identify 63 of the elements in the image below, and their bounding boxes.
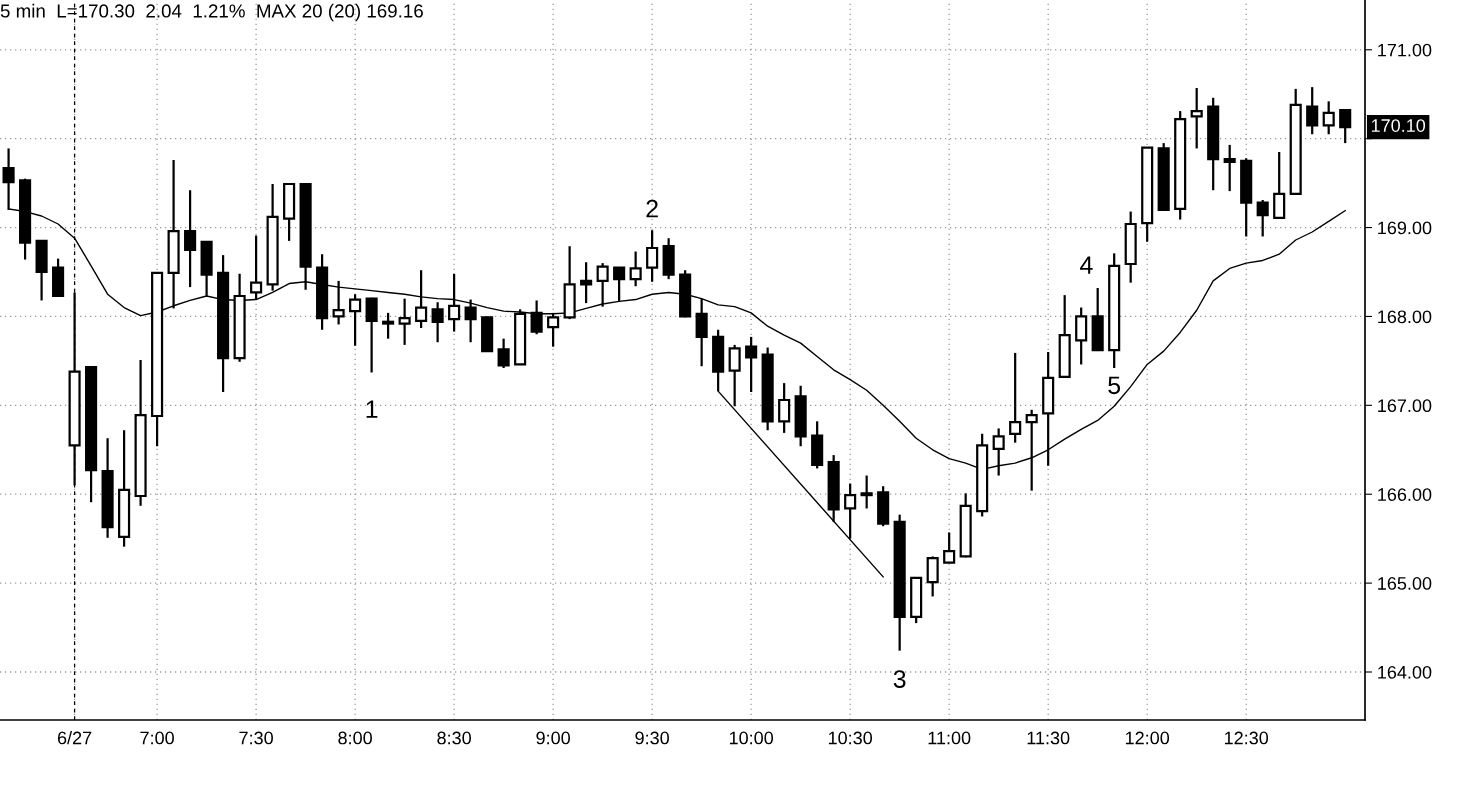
x-tick-label: 8:30 <box>437 731 471 745</box>
candlestick <box>596 262 609 308</box>
candlestick <box>1256 198 1269 238</box>
candlestick <box>184 189 197 289</box>
y-tick-label: 168.00 <box>1378 310 1432 324</box>
y-tick-label: 171.00 <box>1378 43 1432 57</box>
candlestick <box>349 293 362 347</box>
candlestick <box>844 482 857 540</box>
x-tick-label: 7:00 <box>140 731 174 745</box>
candlestick <box>382 311 395 340</box>
candlestick <box>464 298 477 344</box>
candlestick <box>448 272 461 333</box>
y-tick-label: 169.00 <box>1378 221 1432 235</box>
candlestick <box>1306 86 1319 136</box>
x-tick-label: 11:00 <box>928 731 971 745</box>
x-tick-label: 10:30 <box>828 731 873 745</box>
candlestick <box>1190 86 1203 150</box>
x-tick-label: 11:30 <box>1027 731 1070 745</box>
candlestick <box>431 301 444 344</box>
candlestick <box>1009 351 1022 444</box>
candlestick <box>728 343 741 408</box>
y-tick-label: 167.00 <box>1378 399 1432 413</box>
text: 170.10 <box>1371 119 1426 132</box>
x-tick-label: 8:00 <box>338 731 372 745</box>
candlestick <box>860 474 873 510</box>
candlestick <box>613 266 626 303</box>
candlestick <box>530 299 543 336</box>
annotation: 4 <box>1080 256 1093 274</box>
candlestick <box>415 269 428 330</box>
y-tick-label: 165.00 <box>1378 577 1432 590</box>
y-tick-label: 164.00 <box>1378 665 1432 679</box>
candlestick <box>497 337 510 370</box>
candlestick <box>629 250 642 288</box>
x-tick-label: 9:00 <box>536 731 570 745</box>
candlestick <box>332 279 345 326</box>
x-tick-label: 12:00 <box>1125 731 1170 745</box>
x-tick-label: 6/27 <box>57 731 92 745</box>
annotation: 5 <box>1108 376 1121 395</box>
candlestick <box>398 297 411 346</box>
candlestick <box>1322 100 1335 136</box>
x-tick-label: 9:30 <box>635 731 669 745</box>
candlestick <box>1273 150 1286 220</box>
candlestick <box>646 229 659 283</box>
candlestick <box>1223 143 1236 193</box>
candlestick <box>365 296 378 374</box>
candlestick <box>778 382 791 434</box>
x-tick-label: 10:00 <box>729 731 774 745</box>
candlestick <box>1075 306 1088 366</box>
x-tick-label: 12:30 <box>1224 731 1269 745</box>
annotation: 1 <box>366 400 378 418</box>
candlestick <box>1339 108 1352 145</box>
candlestick <box>943 531 956 564</box>
annotation: 2 <box>646 199 658 218</box>
candlestick <box>745 335 758 394</box>
y-tick-label: 166.00 <box>1378 488 1432 501</box>
chart-title: 5 min L=170.30 2.04 1.21% MAX 20 (20) 169.16 <box>0 3 423 22</box>
candlestick <box>695 297 708 368</box>
annotation: 3 <box>893 670 906 688</box>
candlestick <box>580 261 593 305</box>
candlestick <box>926 555 939 598</box>
x-tick-label: 7:30 <box>239 731 273 745</box>
candlestick <box>547 311 560 348</box>
candlestick <box>250 234 263 301</box>
